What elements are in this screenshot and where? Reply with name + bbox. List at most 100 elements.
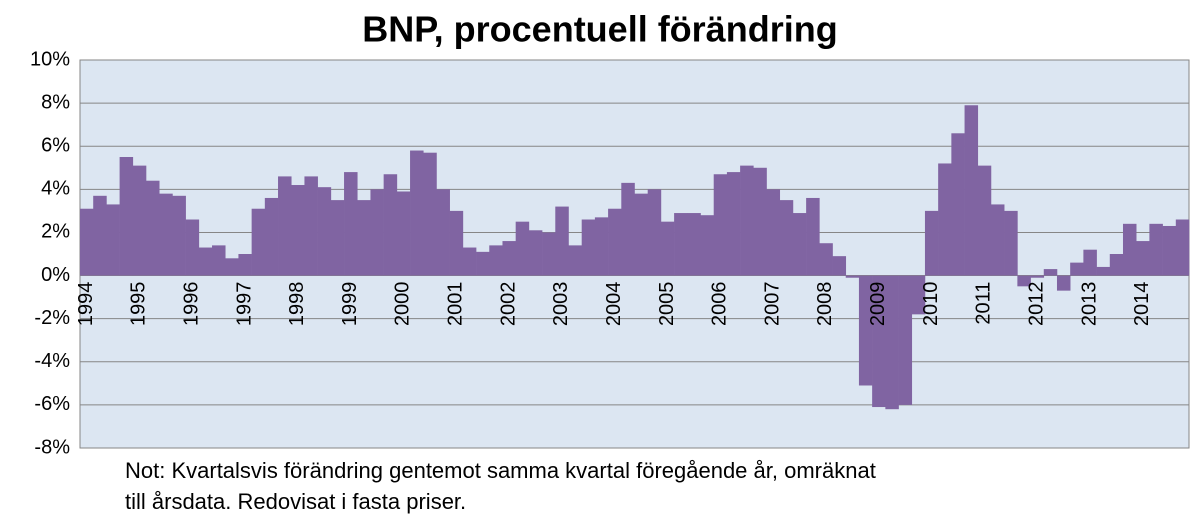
x-tick-label: 1996 (181, 282, 203, 327)
bar (766, 189, 781, 276)
x-tick-label: 2001 (445, 282, 467, 327)
bar (410, 150, 424, 276)
bar (344, 172, 358, 276)
y-tick-label: -6% (34, 393, 70, 415)
x-tick-label: 2013 (1078, 282, 1100, 327)
bar (449, 210, 464, 276)
bar (1136, 241, 1150, 276)
x-tick-label: 2014 (1131, 282, 1153, 327)
bar (357, 200, 371, 276)
bar (528, 230, 543, 276)
bar (330, 200, 345, 276)
bar (792, 213, 807, 276)
bar (964, 105, 979, 276)
bar (132, 165, 147, 276)
bar (1083, 249, 1097, 276)
bar (700, 215, 715, 276)
bar (951, 133, 965, 276)
x-tick-label: 1994 (75, 282, 97, 327)
x-tick-label: 2004 (603, 282, 625, 327)
bar (647, 189, 662, 276)
y-tick-label: 0% (41, 264, 70, 286)
bar (476, 251, 490, 276)
bar (291, 185, 305, 276)
x-tick-label: 2005 (656, 282, 678, 327)
bar (502, 241, 516, 276)
x-tick-label: 2009 (867, 282, 889, 327)
bar (423, 152, 437, 276)
x-tick-label: 1995 (128, 282, 150, 327)
bar (779, 200, 794, 276)
bar (159, 193, 173, 276)
bar (726, 172, 741, 276)
x-tick-label: 2011 (973, 282, 995, 325)
bar (304, 176, 318, 276)
bar (1149, 223, 1163, 276)
y-tick-label: -4% (34, 350, 70, 372)
x-tick-label: 1998 (286, 282, 308, 327)
bar (845, 275, 860, 278)
bar (317, 187, 332, 276)
note: Not: Kvartalsvis förändring gentemot sam… (125, 458, 876, 483)
y-tick-label: 4% (41, 178, 70, 200)
bar (911, 275, 926, 315)
bar (990, 204, 1005, 276)
bar (885, 275, 899, 410)
y-tick-label: 8% (41, 91, 70, 113)
bar (832, 256, 847, 276)
bar (264, 197, 279, 276)
note: till årsdata. Redovisat i fasta priser. (125, 489, 466, 514)
bar (594, 217, 609, 276)
bar (370, 189, 384, 276)
bar (383, 174, 398, 276)
bar (977, 165, 992, 276)
bar (1070, 262, 1084, 276)
bar (1017, 275, 1031, 287)
bar (1004, 210, 1018, 276)
bar (542, 232, 556, 276)
bar (251, 208, 266, 276)
bar (819, 243, 833, 276)
x-tick-label: 1997 (233, 282, 255, 327)
bar (515, 221, 530, 276)
bar (898, 275, 913, 405)
bar (185, 219, 200, 276)
bar (660, 221, 675, 276)
bar (1030, 275, 1045, 278)
x-tick-label: 2000 (392, 282, 414, 327)
bar (80, 208, 94, 276)
y-tick-label: 6% (41, 135, 70, 157)
bar (225, 258, 239, 276)
x-tick-label: 2003 (550, 282, 572, 327)
bar (489, 245, 503, 276)
x-tick-label: 2008 (814, 282, 836, 327)
bar (555, 206, 569, 276)
bar (872, 275, 886, 408)
bar (1096, 266, 1111, 276)
bar (568, 245, 582, 276)
bar (1175, 219, 1190, 276)
y-tick-label: -2% (34, 307, 70, 329)
bar (119, 157, 134, 276)
bar (238, 254, 252, 276)
bar (93, 195, 107, 276)
x-tick-label: 1999 (339, 282, 361, 327)
x-tick-label: 2002 (497, 282, 519, 327)
y-tick-label: 2% (41, 221, 70, 243)
x-tick-label: 2006 (709, 282, 731, 327)
bar (172, 195, 186, 276)
bar (858, 275, 873, 386)
bar (806, 197, 820, 276)
bar (687, 213, 701, 276)
bar (1056, 275, 1071, 291)
bar (1109, 254, 1124, 276)
x-tick-label: 2012 (1025, 282, 1047, 327)
bar (608, 208, 622, 276)
y-tick-label: -8% (34, 436, 70, 458)
bar (462, 247, 477, 276)
bar (212, 245, 226, 276)
x-tick-label: 2007 (761, 282, 783, 327)
chart-title: BNP, procentuell förändring (362, 9, 837, 50)
bar (753, 167, 767, 276)
